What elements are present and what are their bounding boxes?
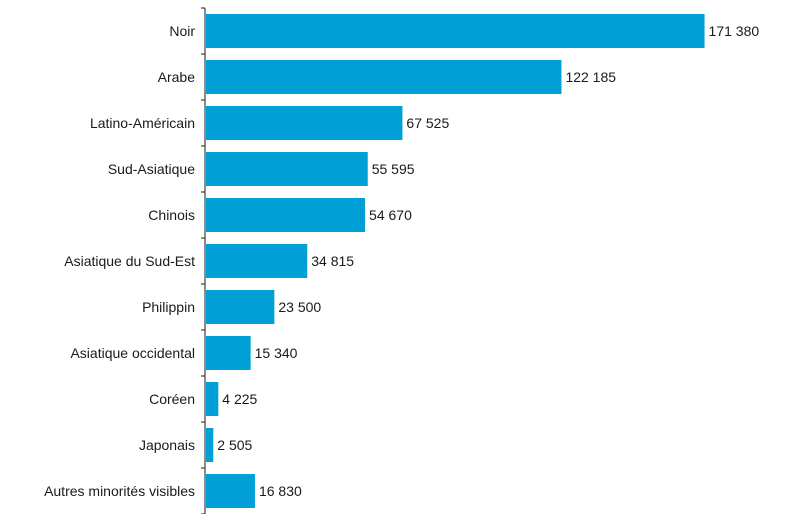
- category-label: Arabe: [158, 69, 196, 85]
- y-axis-ticks: [201, 7, 205, 514]
- bar: [206, 198, 366, 232]
- bar: [206, 60, 562, 94]
- value-label: 171 380: [709, 23, 760, 39]
- value-label: 15 340: [255, 345, 298, 361]
- category-label: Sud-Asiatique: [108, 161, 195, 177]
- bar: [206, 336, 251, 370]
- category-label: Noir: [169, 23, 195, 39]
- category-label: Asiatique occidental: [70, 345, 195, 361]
- bar: [206, 474, 255, 508]
- bar: [206, 152, 368, 186]
- value-label: 16 830: [259, 483, 302, 499]
- value-label: 67 525: [406, 115, 449, 131]
- value-label: 55 595: [372, 161, 415, 177]
- value-label: 34 815: [311, 253, 354, 269]
- bar: [206, 244, 308, 278]
- category-labels: Noir Arabe Latino-Américain Sud-Asiatique Ch…: [44, 23, 195, 499]
- bar: [206, 14, 705, 48]
- value-label: 4 225: [222, 391, 257, 407]
- bar: [206, 428, 214, 462]
- category-label: Latino-Américain: [90, 115, 195, 131]
- value-label: 2 505: [217, 437, 252, 453]
- value-label: 122 185: [565, 69, 616, 85]
- value-label: 23 500: [278, 299, 321, 315]
- bar: [206, 290, 275, 324]
- category-label: Autres minorités visibles: [44, 483, 195, 499]
- category-label: Philippin: [142, 299, 195, 315]
- value-labels: 171 380 122 185 67 525 55 595 54 670 34 815 23…: [217, 23, 759, 499]
- value-label: 54 670: [369, 207, 412, 223]
- category-label: Chinois: [148, 207, 195, 223]
- bar: [206, 106, 403, 140]
- category-label: Asiatique du Sud-Est: [64, 253, 195, 269]
- category-label: Coréen: [149, 391, 195, 407]
- bars: [206, 14, 705, 508]
- category-label: Japonais: [139, 437, 195, 453]
- bar: [206, 382, 219, 416]
